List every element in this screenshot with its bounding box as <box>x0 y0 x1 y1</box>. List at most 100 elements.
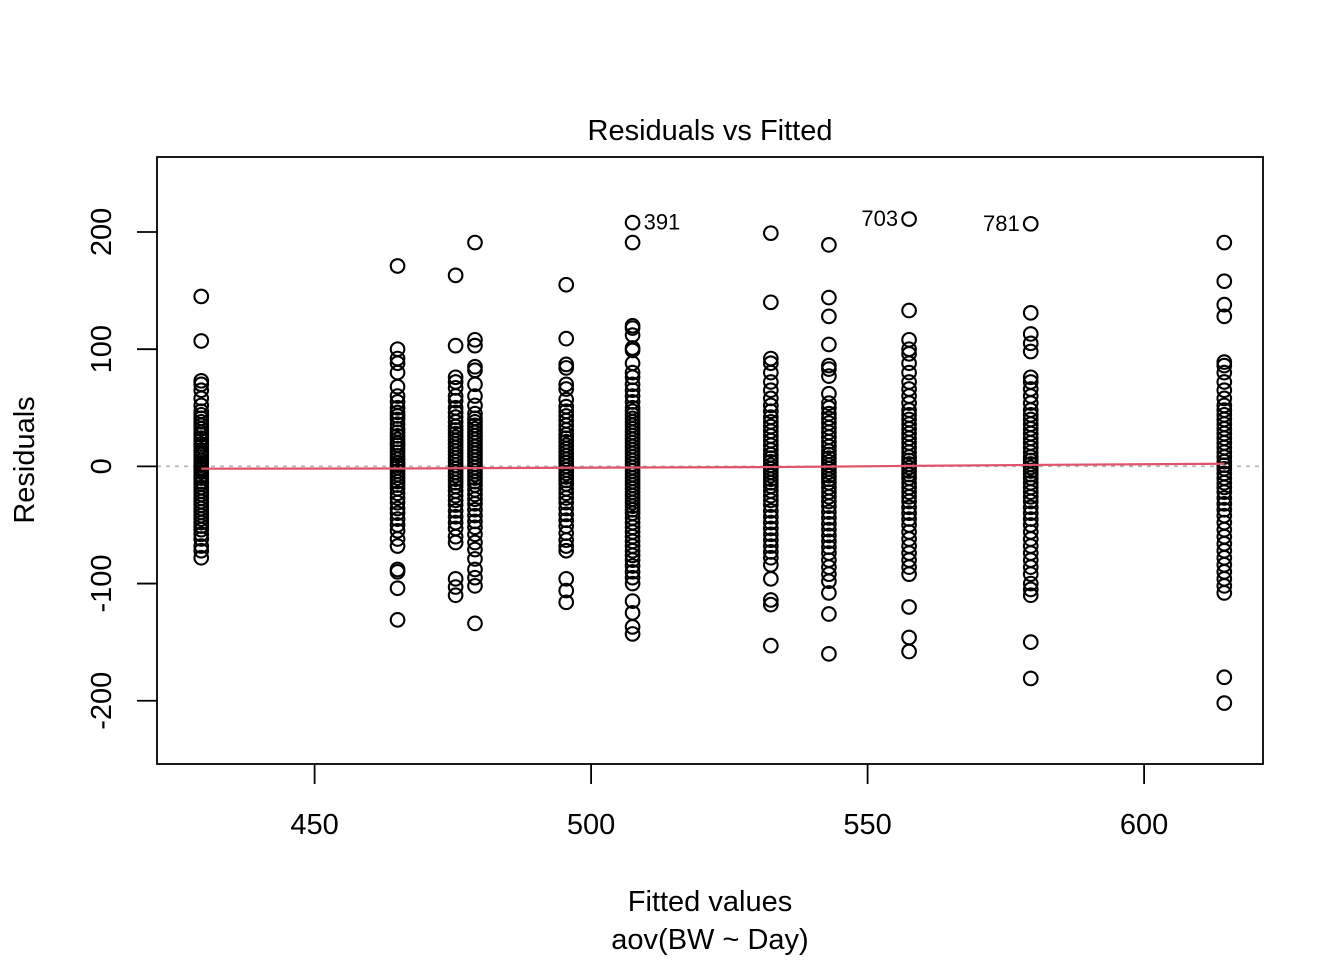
data-point <box>821 289 837 306</box>
data-point <box>762 592 779 608</box>
data-point <box>558 500 575 517</box>
data-point <box>389 612 406 628</box>
data-point <box>389 511 406 527</box>
data-point <box>1216 479 1233 496</box>
data-point <box>467 551 483 567</box>
data-point <box>447 579 464 595</box>
data-point <box>901 395 917 411</box>
outlier-label: 391 <box>644 210 681 235</box>
data-point <box>467 337 483 354</box>
data-point <box>1216 234 1233 251</box>
data-point <box>558 376 575 393</box>
data-point <box>193 288 210 305</box>
data-point <box>624 563 641 580</box>
data-point <box>467 507 483 524</box>
data-point <box>467 491 483 508</box>
data-point <box>762 355 779 372</box>
data-point <box>558 490 575 506</box>
x-axis-sublabel: aov(BW ~ Day) <box>611 924 808 956</box>
data-point <box>558 276 575 293</box>
data-point <box>193 333 210 349</box>
data-point <box>762 596 779 613</box>
x-tick-label: 600 <box>1120 809 1168 841</box>
data-point <box>901 499 917 516</box>
data-point <box>467 526 483 543</box>
data-point <box>762 497 779 513</box>
data-point <box>624 542 641 559</box>
data-point <box>762 514 779 531</box>
data-point <box>1216 496 1233 512</box>
x-tick-label: 500 <box>567 809 615 841</box>
data-point <box>901 559 917 575</box>
data-point <box>1216 474 1233 491</box>
data-point <box>624 382 641 399</box>
data-point <box>901 444 917 461</box>
data-point <box>821 493 837 510</box>
data-point <box>389 388 406 404</box>
data-point <box>624 626 641 642</box>
data-point <box>821 399 837 416</box>
data-point <box>467 578 483 594</box>
data-point <box>1216 308 1233 325</box>
data-point <box>1216 585 1233 601</box>
data-point <box>821 336 837 353</box>
data-point <box>624 214 641 231</box>
data-point <box>389 258 406 274</box>
outlier-label: 703 <box>861 206 898 231</box>
data-point <box>821 361 837 377</box>
data-point <box>624 558 641 574</box>
data-point <box>447 337 464 354</box>
data-point <box>762 503 779 519</box>
data-point <box>558 422 575 438</box>
data-point <box>467 405 483 422</box>
data-point <box>447 528 464 545</box>
data-point <box>389 485 406 502</box>
data-point <box>624 364 641 381</box>
data-point <box>762 508 779 525</box>
data-point <box>1022 499 1039 516</box>
data-point <box>762 637 779 654</box>
data-point <box>1216 669 1233 686</box>
data-point <box>447 492 464 509</box>
data-point <box>1022 326 1039 342</box>
data-point <box>1022 395 1039 411</box>
data-point <box>762 397 779 414</box>
data-point <box>1216 296 1233 313</box>
data-point <box>624 376 641 393</box>
data-point <box>467 486 483 503</box>
data-point <box>558 582 575 599</box>
data-point <box>624 320 641 336</box>
data-point <box>821 645 837 662</box>
data-point <box>389 563 406 580</box>
data-point <box>1022 444 1039 461</box>
data-point <box>389 522 406 539</box>
data-point <box>467 376 483 393</box>
data-point <box>762 571 779 587</box>
data-point <box>447 571 464 587</box>
data-point <box>389 538 406 554</box>
data-point <box>901 355 917 372</box>
data-point <box>1216 695 1233 711</box>
data-point <box>193 382 210 399</box>
data-point <box>1022 335 1039 352</box>
data-point <box>1022 488 1039 505</box>
data-point <box>1216 578 1233 594</box>
y-tick-label: 0 <box>86 458 118 474</box>
data-point <box>558 330 575 347</box>
data-point <box>762 492 779 509</box>
data-point <box>821 308 837 325</box>
data-point <box>389 505 406 522</box>
data-point <box>558 571 575 587</box>
data-point <box>389 490 406 506</box>
data-point <box>821 498 837 515</box>
data-point <box>389 378 406 395</box>
data-point <box>467 534 483 551</box>
data-point <box>558 494 575 511</box>
data-point <box>1216 484 1233 500</box>
data-point <box>762 374 779 390</box>
y-tick-label: -100 <box>86 555 118 613</box>
data-point <box>1022 343 1039 360</box>
data-point <box>901 493 917 510</box>
data-point <box>821 510 837 526</box>
